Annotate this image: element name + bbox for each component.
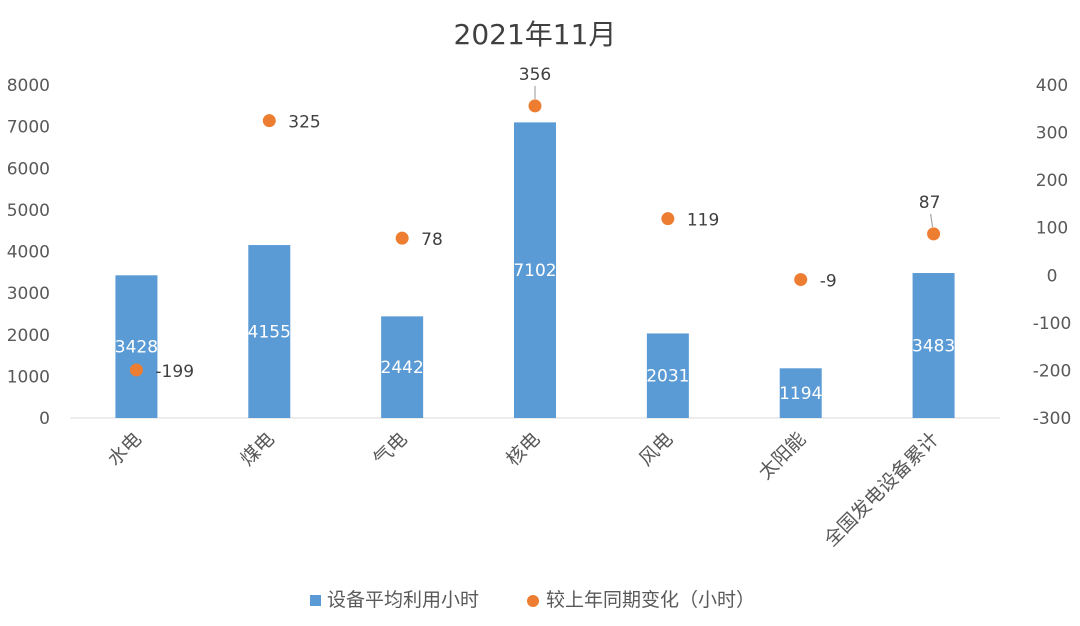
right-tick-label: 200 xyxy=(1036,171,1068,191)
right-tick-label: 100 xyxy=(1036,219,1068,239)
bar-value-label: 4155 xyxy=(248,323,291,343)
point xyxy=(794,273,808,287)
point-value-label: 87 xyxy=(919,193,941,213)
bar-value-label: 3483 xyxy=(912,337,955,357)
point-value-label: 356 xyxy=(519,65,551,85)
bar xyxy=(248,245,291,418)
left-tick-label: 6000 xyxy=(7,159,50,179)
category-label: 气电 xyxy=(369,428,411,470)
bar-value-label: 2031 xyxy=(646,367,689,387)
bar-series: 3428 4155 2442 7102 2031 1194 3483 xyxy=(115,122,955,419)
point xyxy=(129,363,143,377)
chart-title: 2021年11月 xyxy=(454,18,617,51)
category-label: 全国发电设备累计 xyxy=(820,428,943,551)
right-tick-label: 0 xyxy=(1047,266,1058,286)
category-label: 煤电 xyxy=(236,428,278,470)
category-label: 风电 xyxy=(635,428,677,470)
legend-point-swatch xyxy=(527,595,539,607)
point-value-label: 78 xyxy=(421,230,443,250)
category-label: 水电 xyxy=(104,428,146,470)
bar-value-label: 7102 xyxy=(513,261,556,281)
bar-value-label: 2442 xyxy=(381,358,424,378)
right-tick-label: -100 xyxy=(1033,314,1072,334)
category-label: 核电 xyxy=(502,428,544,470)
bar xyxy=(646,333,689,418)
legend: 设备平均利用小时 较上年同期变化（小时） xyxy=(310,589,755,611)
left-tick-label: 3000 xyxy=(7,284,50,304)
point xyxy=(661,212,675,226)
point xyxy=(395,231,409,245)
category-labels: 水电 煤电 气电 核电 风电 太阳能 全国发电设备累计 xyxy=(104,428,944,551)
point xyxy=(528,99,542,113)
left-tick-label: 8000 xyxy=(7,76,50,96)
legend-bar-swatch xyxy=(310,595,321,606)
left-tick-label: 5000 xyxy=(7,201,50,221)
point-value-label: 325 xyxy=(288,113,320,133)
right-tick-label: -200 xyxy=(1033,361,1072,381)
bar-value-label: 3428 xyxy=(115,338,158,358)
point-value-label: -9 xyxy=(820,272,837,292)
point xyxy=(927,227,941,241)
left-tick-label: 2000 xyxy=(7,326,50,346)
point-series: -199 325 78 356 119 -9 87 xyxy=(129,65,941,382)
leader-line xyxy=(929,213,934,227)
bar xyxy=(115,275,158,418)
right-tick-label: -300 xyxy=(1033,409,1072,429)
right-tick-label: 400 xyxy=(1036,76,1068,96)
legend-bar-label: 设备平均利用小时 xyxy=(327,589,479,611)
bar xyxy=(514,122,556,419)
bar-value-label: 1194 xyxy=(779,384,822,404)
legend-point-label: 较上年同期变化（小时） xyxy=(546,589,755,611)
right-tick-label: 300 xyxy=(1036,124,1068,144)
right-axis: -300 -200 -100 0 100 200 300 400 xyxy=(1033,76,1072,429)
left-axis: 0 1000 2000 3000 4000 5000 6000 7000 8000 xyxy=(7,76,50,429)
bar xyxy=(381,316,424,418)
left-tick-label: 0 xyxy=(39,409,50,429)
left-tick-label: 7000 xyxy=(7,118,50,138)
point-value-label: -199 xyxy=(155,362,194,382)
point xyxy=(262,114,276,128)
left-tick-label: 4000 xyxy=(7,243,50,263)
category-label: 太阳能 xyxy=(754,428,810,484)
left-tick-label: 1000 xyxy=(7,367,50,387)
point-value-label: 119 xyxy=(687,211,719,231)
bar xyxy=(912,273,955,418)
bar xyxy=(779,368,822,418)
